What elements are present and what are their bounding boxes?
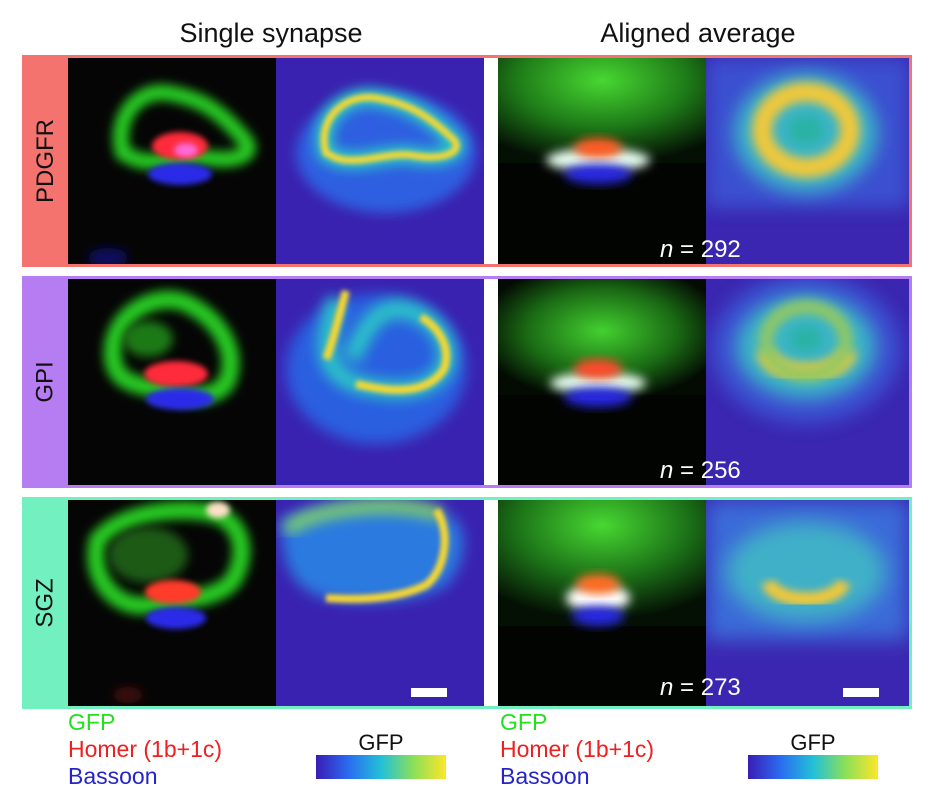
row-label-sgz: SGZ bbox=[25, 500, 67, 706]
row-label-text: SGZ bbox=[32, 578, 59, 628]
n-label-sgz: n = 273 bbox=[660, 674, 741, 702]
avg-heatmap-panel-gpi bbox=[706, 279, 909, 485]
legend-bassoon: Bassoon bbox=[68, 763, 158, 789]
header-aligned-average: Aligned average bbox=[600, 18, 796, 48]
single-heatmap-panel-pdgfr bbox=[276, 58, 484, 264]
n-value: 292 bbox=[700, 236, 741, 263]
row-divider bbox=[484, 279, 498, 485]
n-value: 256 bbox=[700, 457, 741, 484]
legend-bassoon-average: Bassoon bbox=[500, 763, 590, 789]
row-label-pdgfr: PDGFR bbox=[25, 58, 67, 264]
single-merge-panel-sgz bbox=[68, 500, 276, 706]
colorbar-left bbox=[316, 755, 446, 779]
n-symbol: n bbox=[660, 457, 674, 484]
row-divider bbox=[484, 500, 498, 706]
scale-bar-average bbox=[843, 688, 879, 697]
colorbar-right bbox=[748, 755, 878, 779]
legend-gfp-average: GFP bbox=[500, 709, 548, 735]
legend-homer: Homer (1b+1c) bbox=[68, 736, 223, 762]
avg-merge-panel-pdgfr bbox=[498, 58, 706, 264]
legend-homer-average: Homer (1b+1c) bbox=[500, 736, 655, 762]
single-heatmap-panel-sgz bbox=[276, 500, 484, 706]
row-divider bbox=[484, 58, 498, 264]
n-label-gpi: n = 256 bbox=[660, 457, 741, 485]
single-merge-panel-pdgfr bbox=[68, 58, 276, 264]
row-pdgfr: PDGFR bbox=[22, 55, 912, 267]
row-gpi: GPI bbox=[22, 276, 912, 488]
n-equals: = bbox=[673, 457, 701, 484]
n-symbol: n bbox=[660, 236, 674, 263]
single-heatmap-panel-gpi bbox=[276, 279, 484, 485]
colorbar-title-right: GFP bbox=[790, 730, 836, 755]
legend-gfp: GFP bbox=[68, 709, 116, 735]
colorbar-title-left: GFP bbox=[358, 730, 404, 755]
n-value: 273 bbox=[700, 674, 741, 701]
single-merge-panel-gpi bbox=[68, 279, 276, 485]
scale-bar-single bbox=[411, 688, 447, 697]
n-equals: = bbox=[673, 236, 701, 263]
avg-merge-panel-gpi bbox=[498, 279, 706, 485]
row-label-text: PDGFR bbox=[32, 119, 59, 203]
row-sgz: SGZ bbox=[22, 497, 912, 709]
avg-heatmap-panel-sgz bbox=[706, 500, 909, 706]
header-single-synapse: Single synapse bbox=[179, 18, 363, 48]
n-equals: = bbox=[673, 674, 701, 701]
avg-merge-panel-sgz bbox=[498, 500, 706, 706]
n-label-pdgfr: n = 292 bbox=[660, 236, 741, 264]
row-label-gpi: GPI bbox=[25, 279, 67, 485]
row-label-text: GPI bbox=[32, 361, 59, 403]
avg-heatmap-panel-pdgfr bbox=[706, 58, 909, 264]
n-symbol: n bbox=[660, 674, 674, 701]
